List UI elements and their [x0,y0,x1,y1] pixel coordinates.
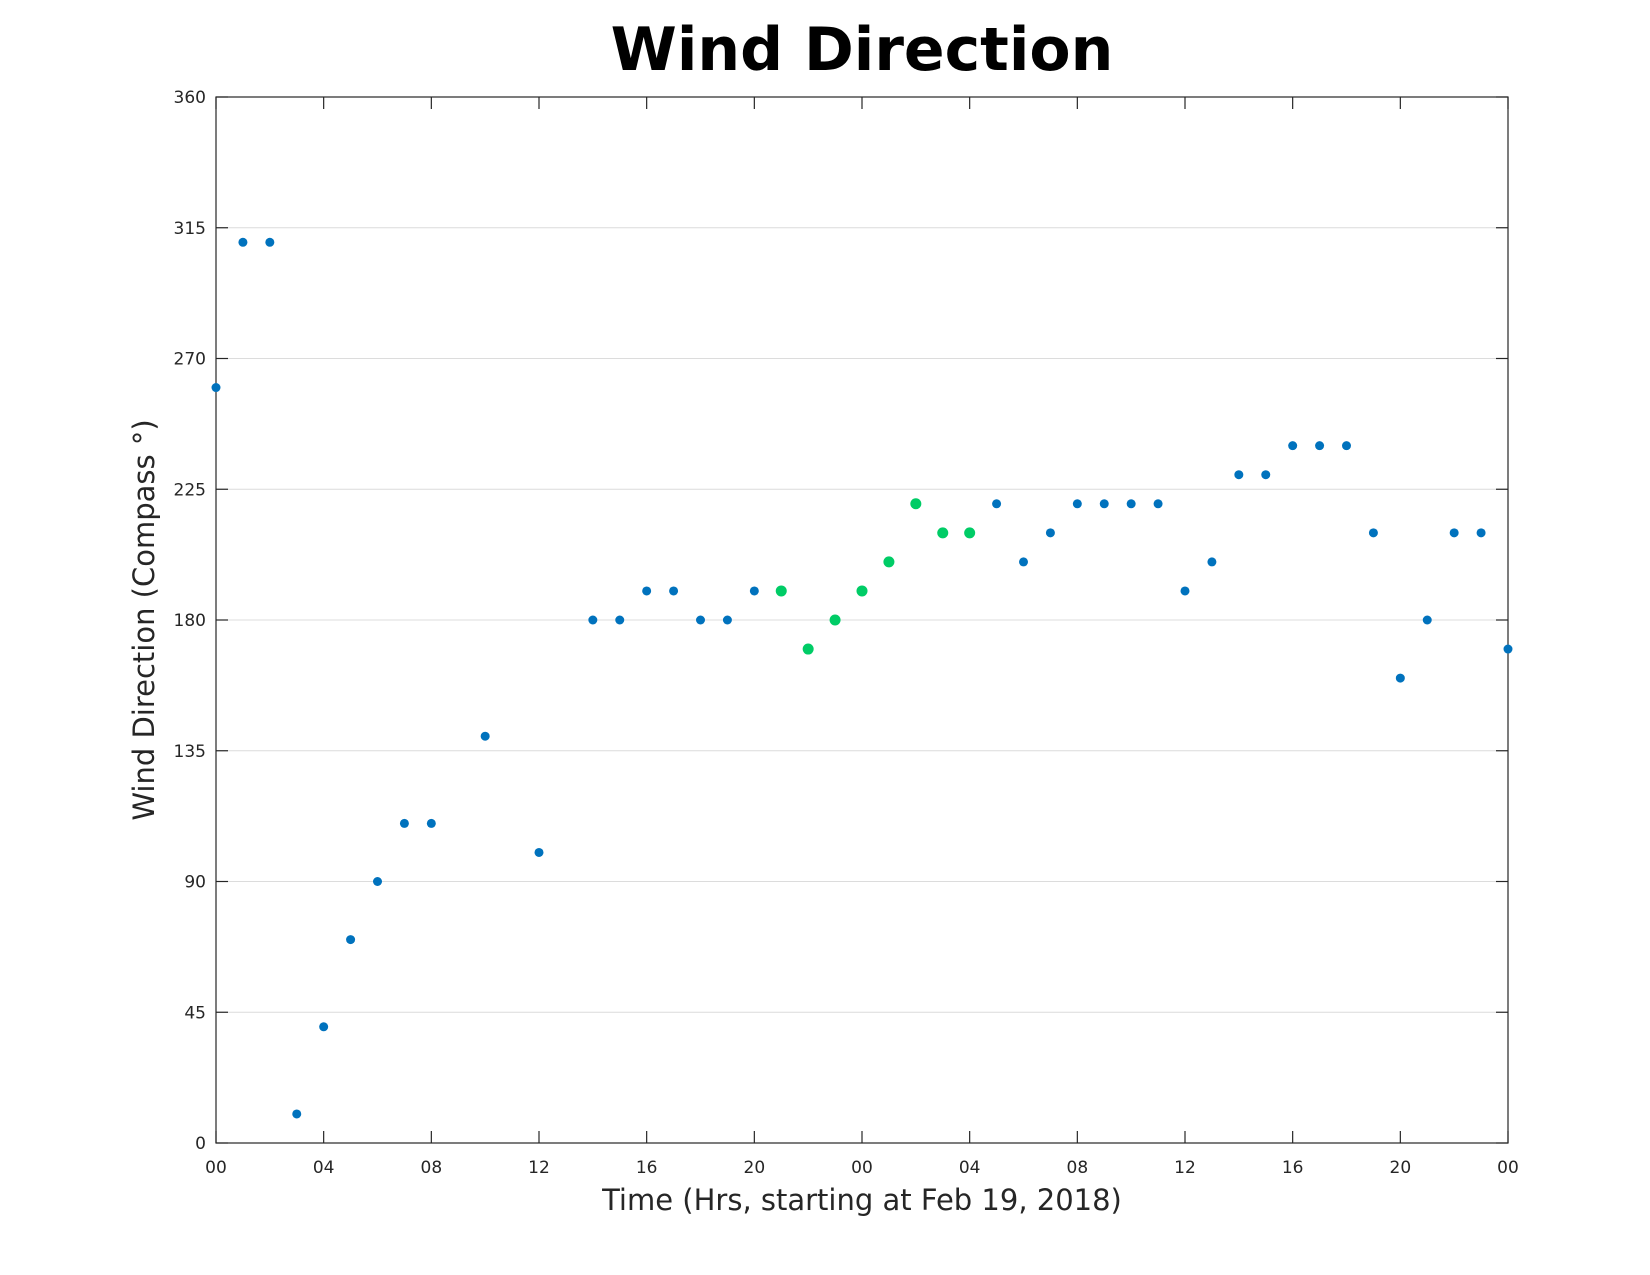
data-point [1342,441,1351,451]
data-point [1288,441,1298,451]
data-points [211,237,1513,1119]
data-point [775,585,787,597]
data-point [1045,528,1055,538]
y-axis-label: Wind Direction (Compass °) [127,419,161,820]
data-point [1099,499,1109,509]
data-point [1449,528,1459,538]
y-tick-label: 270 [174,350,206,370]
x-axis-label: Time (Hrs, starting at Feb 19, 2018) [601,1183,1122,1217]
x-tick-label: 00 [205,1158,227,1178]
y-tick-label: 225 [174,480,206,500]
data-point [588,615,598,625]
x-tick-labels: 00 04 08 12 16 20 00 04 08 12 16 20 00 [205,1158,1519,1178]
data-point [749,586,759,596]
data-point [1422,615,1432,625]
data-point [1180,586,1190,596]
x-tick-label: 08 [1067,1158,1089,1178]
x-tick-label: 04 [313,1158,335,1178]
data-point [829,614,841,626]
data-point [1368,528,1378,538]
data-point [669,586,679,596]
data-point [1072,499,1082,509]
data-point [1153,499,1163,509]
x-tick-label: 20 [1390,1158,1412,1178]
data-point [534,847,544,857]
data-point [346,935,356,945]
data-point [964,527,976,539]
x-tick-label: 16 [1282,1158,1304,1178]
chart-title: Wind Direction [611,15,1114,85]
data-point [1234,470,1244,480]
data-point [1395,673,1405,683]
y-tick-labels: 0 45 90 135 180 225 270 315 360 [174,88,206,1154]
grid-lines [216,227,1508,1013]
data-point [883,556,895,568]
data-point [1126,499,1136,509]
data-point [992,499,1002,509]
x-tick-label: 04 [959,1158,981,1178]
y-tick-label: 90 [184,873,206,893]
data-point [856,585,868,597]
x-tick-label: 20 [744,1158,766,1178]
x-tick-label: 00 [1497,1158,1519,1178]
x-tick-label: 00 [851,1158,873,1178]
data-point [319,1022,329,1032]
data-point [399,818,409,828]
data-point [426,818,436,828]
y-tick-label: 45 [184,1003,206,1023]
data-point [211,383,221,393]
data-point [238,237,248,247]
data-point [696,615,705,625]
x-tick-label: 16 [636,1158,658,1178]
data-point [480,731,490,741]
data-point [373,877,382,886]
y-tick-label: 315 [174,219,206,239]
data-point [802,643,814,655]
x-tick-label: 12 [1174,1158,1196,1178]
data-point [1476,528,1486,538]
data-point [1207,557,1217,567]
data-point [1261,470,1271,480]
y-tick-label: 0 [195,1134,206,1154]
data-point [937,527,949,539]
y-tick-label: 180 [174,611,206,631]
x-tick-label: 12 [528,1158,550,1178]
data-point [1019,557,1028,567]
data-point [722,615,732,625]
y-tick-label: 360 [174,88,206,108]
data-point [642,586,652,596]
data-point [292,1109,302,1119]
data-point [910,498,922,510]
data-point [265,237,275,247]
data-point [1503,644,1513,654]
x-tick-label: 08 [421,1158,443,1178]
data-point [1315,441,1325,451]
data-point [615,615,625,625]
y-tick-label: 135 [174,742,206,762]
plot-frame [215,96,1509,1144]
